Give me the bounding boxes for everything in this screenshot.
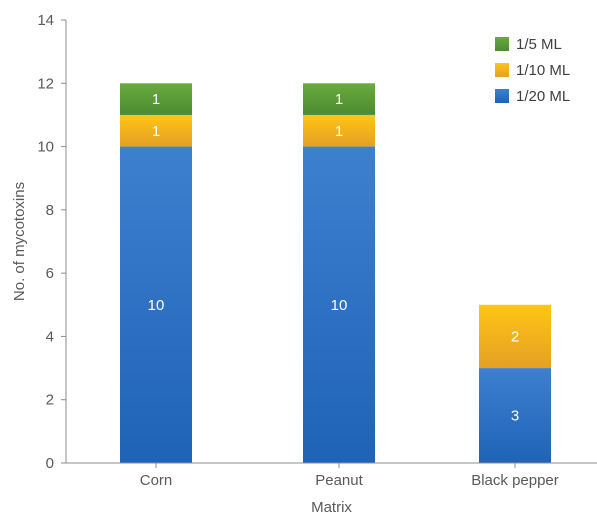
x-axis-title: Matrix bbox=[311, 499, 352, 516]
y-tick-label: 2 bbox=[46, 392, 54, 409]
bars-layer: 10 1 1 10 1 1 3 2 bbox=[120, 83, 551, 464]
y-tick-label: 6 bbox=[46, 265, 54, 282]
x-tick-label: Peanut bbox=[315, 472, 363, 489]
legend-label: 1/20 ML bbox=[516, 88, 570, 105]
legend: 1/5 ML 1/10 ML 1/20 ML bbox=[495, 36, 570, 105]
bar-segment bbox=[303, 146, 375, 464]
x-tick-label: Black pepper bbox=[471, 472, 559, 489]
y-tick-label: 12 bbox=[37, 75, 54, 92]
x-tick-label: Corn bbox=[140, 472, 173, 489]
y-tick-label: 10 bbox=[37, 139, 54, 156]
data-label: 3 bbox=[511, 408, 519, 425]
legend-swatch bbox=[495, 89, 509, 103]
y-tick-label: 4 bbox=[46, 328, 54, 345]
data-label: 1 bbox=[335, 123, 343, 140]
bar-segment bbox=[120, 114, 192, 147]
bar-segment bbox=[479, 304, 551, 369]
bar-segment bbox=[303, 83, 375, 115]
legend-label: 1/10 ML bbox=[516, 62, 570, 79]
data-label: 2 bbox=[511, 328, 519, 345]
bar-segment bbox=[479, 368, 551, 463]
data-label: 10 bbox=[331, 297, 348, 314]
y-axis-title: No. of mycotoxins bbox=[11, 182, 28, 301]
legend-swatch bbox=[495, 37, 509, 51]
data-label: 10 bbox=[148, 297, 165, 314]
legend-swatch bbox=[495, 63, 509, 77]
data-label: 1 bbox=[152, 91, 160, 108]
y-tick-label: 0 bbox=[46, 455, 54, 472]
y-tick-label: 14 bbox=[37, 12, 54, 29]
bar-segment bbox=[303, 114, 375, 147]
bar-segment bbox=[120, 146, 192, 464]
legend-label: 1/5 ML bbox=[516, 36, 562, 53]
data-label: 1 bbox=[335, 91, 343, 108]
data-label: 1 bbox=[152, 123, 160, 140]
bar-segment bbox=[120, 83, 192, 115]
y-tick-label: 8 bbox=[46, 202, 54, 219]
